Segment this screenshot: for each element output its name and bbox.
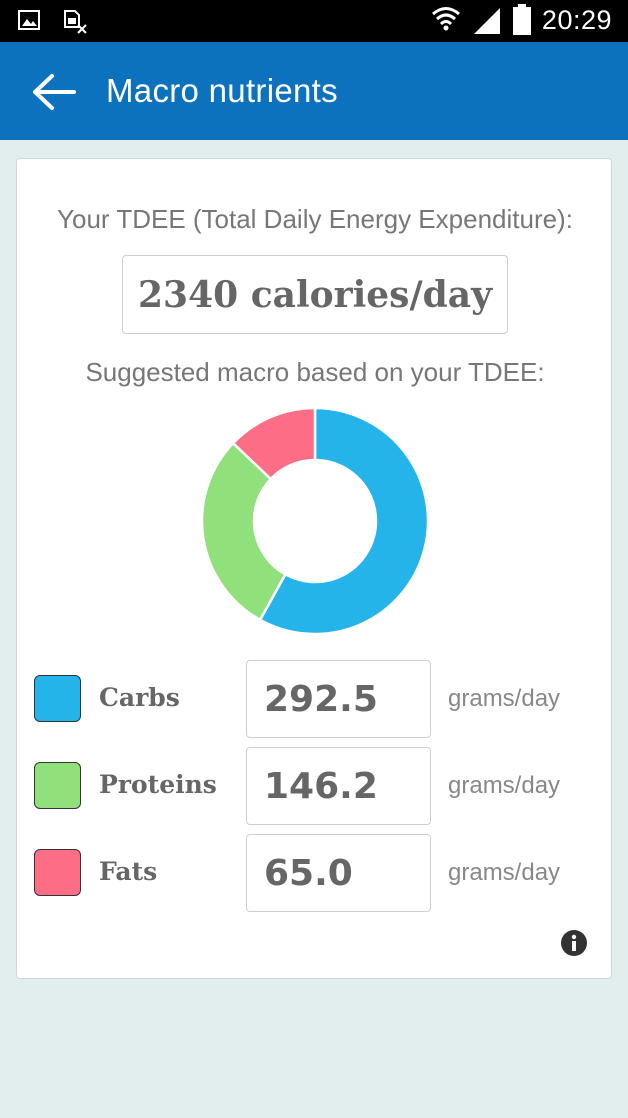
- tdee-box: 2340 calories/day: [122, 255, 508, 334]
- carbs-label: Carbs: [99, 683, 180, 712]
- fats-label: Fats: [99, 857, 158, 886]
- sim-card-off-icon: [64, 10, 87, 34]
- proteins-swatch: [34, 762, 81, 809]
- wifi-icon: [431, 7, 460, 31]
- app-bar: Macro nutrients: [0, 42, 628, 140]
- donut-slice-fats: [231, 407, 317, 481]
- fats-unit: grams/day: [448, 859, 561, 886]
- info-icon[interactable]: [560, 929, 588, 957]
- status-time: 20:29: [541, 4, 612, 35]
- proteins-unit: grams/day: [448, 772, 561, 799]
- donut-slice-proteins: [201, 441, 288, 622]
- proteins-input[interactable]: 146.2: [246, 747, 431, 825]
- back-arrow-icon[interactable]: [30, 72, 76, 112]
- battery-icon: [512, 4, 531, 35]
- fats-value: 65.0: [264, 852, 353, 894]
- page-title: Macro nutrients: [106, 72, 338, 109]
- proteins-label: Proteins: [99, 770, 217, 799]
- macro-row-fats: Fats 65.0 grams/day: [17, 833, 613, 913]
- macro-card: Your TDEE (Total Daily Energy Expenditur…: [16, 158, 612, 979]
- carbs-swatch: [34, 675, 81, 722]
- proteins-value: 146.2: [264, 765, 378, 807]
- suggest-label: Suggested macro based on your TDEE:: [85, 357, 545, 387]
- gallery-icon: [18, 10, 40, 30]
- tdee-value: 2340 calories/day: [137, 273, 493, 316]
- carbs-unit: grams/day: [448, 685, 561, 712]
- macro-row-carbs: Carbs 292.5 grams/day: [17, 659, 613, 739]
- carbs-value: 292.5: [264, 678, 378, 720]
- tdee-label: Your TDEE (Total Daily Energy Expenditur…: [57, 204, 573, 234]
- fats-swatch: [34, 849, 81, 896]
- macro-row-proteins: Proteins 146.2 grams/day: [17, 746, 613, 826]
- macro-donut-chart: [201, 407, 429, 635]
- carbs-input[interactable]: 292.5: [246, 660, 431, 738]
- fats-input[interactable]: 65.0: [246, 834, 431, 912]
- status-bar: 20:29: [0, 0, 628, 42]
- donut-slice-carbs: [258, 407, 429, 635]
- signal-icon: [473, 8, 500, 34]
